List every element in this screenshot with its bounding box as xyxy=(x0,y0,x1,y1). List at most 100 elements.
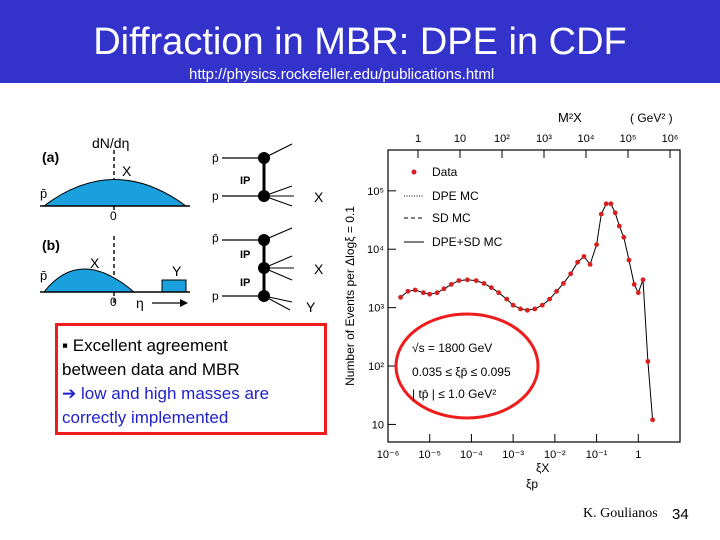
vertex-top-b xyxy=(258,234,270,246)
pbar-label-a-right: p̄ xyxy=(212,151,219,165)
top-tick-label: 10 xyxy=(454,133,466,145)
data-point xyxy=(640,277,646,283)
data-point xyxy=(575,259,580,265)
mc-sum-line xyxy=(400,203,654,420)
x-jet1-a xyxy=(263,185,293,197)
legend-dpe: DPE MC xyxy=(432,189,479,203)
data-point xyxy=(621,234,627,240)
ip-label-a: IP xyxy=(240,175,250,187)
feynman-diagram: (a) dN/dη X p̄ 0 p̄ p IP X (b) X Y p̄ 0 … xyxy=(40,135,324,315)
tick-group: 10⁻⁶ 10⁻⁵ 10⁻⁴ 10⁻³ 10⁻² 10⁻¹ 1 10 10² 10³ 10⁴ 10⁵ 1… xyxy=(367,133,678,461)
data-point xyxy=(603,201,609,207)
page-number: 34 xyxy=(672,506,689,523)
x-tick-label: 1 xyxy=(635,449,641,461)
data-point xyxy=(635,290,641,296)
x-jet3-a xyxy=(263,195,293,207)
annotation-t: | tp̄ | ≤ 1.0 GeV² xyxy=(412,387,496,401)
x-label-a-right: X xyxy=(314,189,324,205)
slide-url[interactable]: http://physics.rockefeller.edu/publicati… xyxy=(189,66,495,83)
data-point xyxy=(598,211,604,217)
bullet-icon: ▪ xyxy=(62,336,69,355)
data-point xyxy=(645,359,651,364)
data-point xyxy=(587,262,593,267)
x-label-a: X xyxy=(122,163,132,179)
data-point xyxy=(504,296,510,302)
legend-sum: DPE+SD MC xyxy=(432,235,503,249)
data-point xyxy=(554,288,559,294)
callout-line-2: between data and MBR xyxy=(62,360,240,379)
data-point xyxy=(473,278,479,283)
top-tick-label: 10⁵ xyxy=(620,133,637,145)
data-point xyxy=(532,306,538,312)
callout-line-4: correctly implemented xyxy=(62,408,229,427)
panel-a-label: (a) xyxy=(42,149,59,165)
panel-b-label: (b) xyxy=(42,237,60,253)
callout-line-3: low and high masses are xyxy=(80,384,270,403)
y-tick-label: 10⁵ xyxy=(367,186,384,198)
title-bar: Diffraction in MBR: DPE in CDF http://ph… xyxy=(0,0,720,83)
data-point xyxy=(448,282,454,287)
data-point xyxy=(465,277,470,283)
data-point xyxy=(496,290,502,296)
x-jet3-b xyxy=(263,267,293,281)
rapidity-distribution-a xyxy=(42,179,188,207)
data-point xyxy=(441,286,447,292)
top-tick-label: 10² xyxy=(494,133,510,145)
y-tick-label: 10³ xyxy=(368,303,384,315)
x-jet1-b xyxy=(263,255,293,269)
p-label-b-right: p xyxy=(212,289,219,303)
x-tick-label: 10⁻¹ xyxy=(586,449,608,461)
legend-sd: SD MC xyxy=(432,211,471,225)
top-tick-label: 10⁶ xyxy=(662,133,679,145)
y-tick-label: 10² xyxy=(368,361,384,373)
top-axis-label: M²X xyxy=(558,110,582,125)
zero-label-a: 0 xyxy=(110,209,117,223)
highlight-ellipse xyxy=(394,312,540,420)
callout-box: ▪ Excellent agreement between data and M… xyxy=(55,323,327,435)
y-tick-label: 10 xyxy=(372,419,384,431)
data-point xyxy=(581,254,587,259)
x-axis-sublabel: ξp xyxy=(526,477,538,491)
x-tick-label: 10⁻⁵ xyxy=(418,449,441,461)
data-point xyxy=(412,287,418,293)
x-tick-label: 10⁻² xyxy=(544,449,566,461)
pbar-label-a: p̄ xyxy=(40,186,47,201)
y-axis-label: Number of Events per Δlogξ = 0.1 xyxy=(343,206,357,386)
legend-data-marker xyxy=(411,169,417,175)
x-tick-label: 10⁻⁴ xyxy=(460,449,483,461)
data-point xyxy=(427,291,433,297)
pbar-label-b: p̄ xyxy=(40,268,47,283)
data-point xyxy=(547,296,552,302)
plot-frame xyxy=(387,149,681,443)
y-label-b-right: Y xyxy=(306,299,316,315)
x-tick-label: 10⁻³ xyxy=(502,449,524,461)
plot-frame-group xyxy=(387,149,681,443)
ip-label-b-bottom: IP xyxy=(240,277,250,289)
data-point xyxy=(510,302,516,308)
annotation-energy: √s = 1800 GeV xyxy=(412,341,492,355)
data-point xyxy=(616,223,622,229)
data-point xyxy=(612,210,618,216)
x-axis-label: ξX xyxy=(536,461,549,475)
data-point xyxy=(631,282,637,287)
dn-deta-label: dN/dη xyxy=(92,135,129,151)
x-label-b-right: X xyxy=(314,261,324,277)
callout-line-1: Excellent agreement xyxy=(72,336,228,355)
pbar-label-b-right: p̄ xyxy=(212,231,219,245)
top-axis-unit: ( GeV² ) xyxy=(630,111,673,125)
y-jet2-b xyxy=(263,295,291,311)
legend: Data DPE MC SD MC DPE+SD MC xyxy=(404,165,503,249)
ip-label-b-top: IP xyxy=(240,249,250,261)
dpe-event-plot: 10⁻⁶ 10⁻⁵ 10⁻⁴ 10⁻³ 10⁻² 10⁻¹ 1 10 10² 10³ 10⁴ 10⁵ 1… xyxy=(343,110,681,491)
y-tick-label: 10⁴ xyxy=(367,244,384,256)
x-label-b: X xyxy=(90,255,100,271)
data-point xyxy=(405,288,411,294)
annotation-xi: 0.035 ≤ ξp̄ ≤ 0.095 xyxy=(412,365,511,379)
slide-title: Diffraction in MBR: DPE in CDF xyxy=(93,21,627,63)
data-point xyxy=(608,201,614,207)
data-point xyxy=(398,294,403,300)
data-point xyxy=(420,290,426,296)
footer-author: K. Goulianos xyxy=(583,506,658,521)
y-label-b: Y xyxy=(172,263,182,279)
data-point xyxy=(568,271,574,277)
